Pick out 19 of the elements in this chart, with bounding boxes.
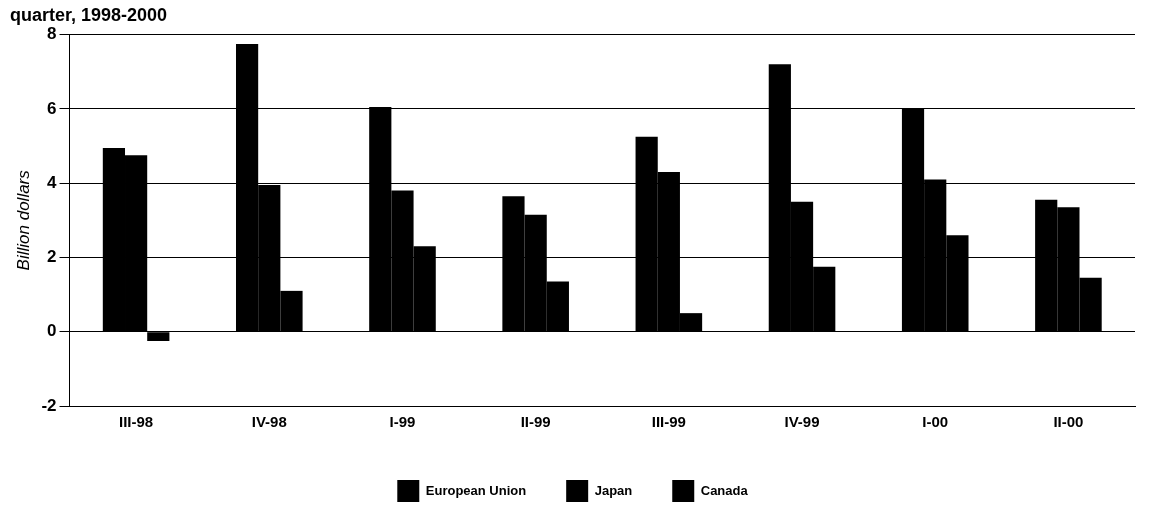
y-tick-label: 2 xyxy=(47,247,57,267)
x-tick-label: II-99 xyxy=(520,413,551,431)
legend-label: Japan xyxy=(594,482,633,498)
x-tick-label: III-98 xyxy=(119,413,154,431)
x-tick-label: II-00 xyxy=(1053,413,1084,431)
chart-title: quarter, 1998-2000 xyxy=(10,4,168,25)
x-tick-label: IV-98 xyxy=(251,413,287,431)
y-tick-label: 6 xyxy=(47,98,57,118)
legend-label: Canada xyxy=(700,482,749,498)
y-tick-label: -2 xyxy=(41,395,57,415)
y-tick-label: 0 xyxy=(47,321,57,341)
x-tick-label: I-99 xyxy=(389,413,416,431)
x-tick-label: I-00 xyxy=(922,413,949,431)
legend-label: European Union xyxy=(425,482,527,498)
x-tick-label: III-99 xyxy=(651,413,686,431)
y-tick-label: 4 xyxy=(47,172,58,192)
x-tick-label: IV-99 xyxy=(784,413,820,431)
y-tick-label: 8 xyxy=(47,24,57,44)
y-axis-title: Billion dollars xyxy=(13,169,33,271)
